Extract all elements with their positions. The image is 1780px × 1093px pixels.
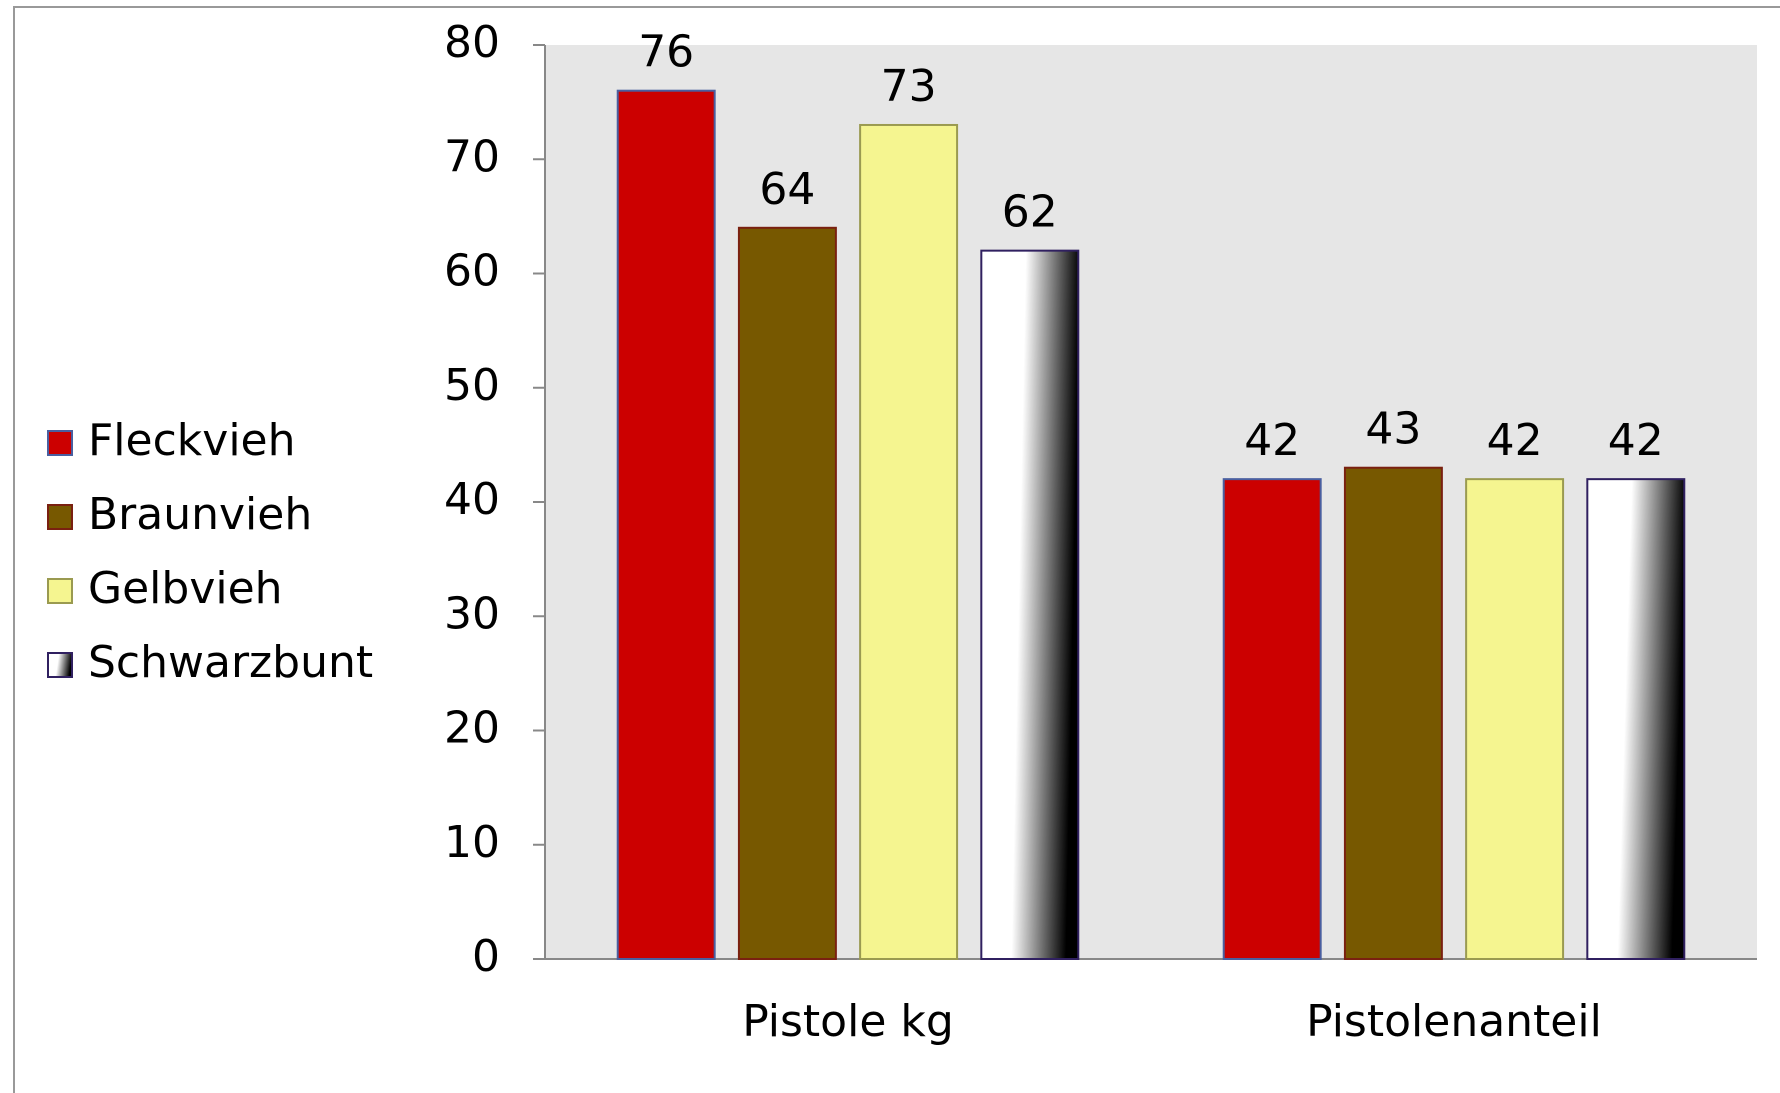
y-tick-label: 40 [444,474,500,525]
data-label: 42 [1608,415,1664,466]
legend-swatch [47,578,73,604]
y-tick-label: 20 [444,703,500,754]
data-label: 73 [881,61,937,112]
legend-label: Schwarzbunt [88,637,373,688]
bar [1343,466,1443,960]
y-tick-label: 70 [444,131,500,182]
legend-swatch [47,504,73,530]
data-label: 64 [759,164,815,215]
data-label: 43 [1365,404,1421,455]
data-label: 42 [1244,415,1300,466]
y-tick-label: 10 [444,817,500,868]
data-label: 42 [1487,415,1543,466]
legend-swatch [47,430,73,456]
bar [1465,478,1565,960]
x-tick-label: Pistolenanteil [1306,996,1602,1047]
legend-label: Braunvieh [88,489,312,540]
bar [1586,478,1686,960]
y-tick-label: 30 [444,588,500,639]
bar [859,123,959,961]
y-tick-label: 80 [444,17,500,68]
legend-label: Fleckvieh [88,415,296,466]
bar [737,226,837,961]
bar [616,89,716,960]
y-tick-label: 0 [472,931,500,982]
plot-area [545,45,1757,959]
x-tick-label: Pistole kg [742,996,954,1047]
data-label: 76 [638,27,694,78]
legend-swatch [47,652,73,678]
data-label: 62 [1002,187,1058,238]
bar [1222,478,1322,960]
frame [13,6,1780,1093]
legend-label: Gelbvieh [88,563,283,614]
y-tick-label: 50 [444,360,500,411]
bar [980,249,1080,960]
y-tick-label: 60 [444,246,500,297]
